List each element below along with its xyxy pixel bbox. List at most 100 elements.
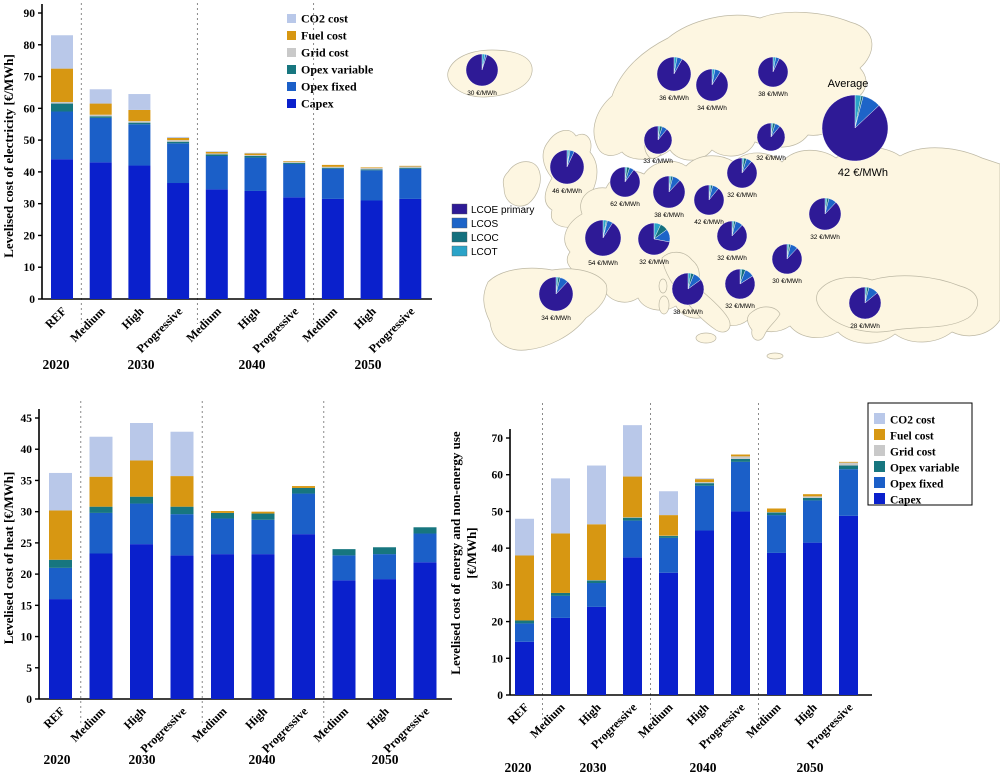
bar-segment-fuel xyxy=(587,524,606,581)
bar-segment-opex_fixed xyxy=(167,143,190,184)
chart-legend: CO2 cost Fuel cost Grid cost Opex variable O… xyxy=(867,402,973,507)
y-tick-label: 60 xyxy=(24,103,36,115)
land-greece xyxy=(747,306,781,341)
category-label: Medium xyxy=(67,304,108,345)
bar-segment-capex xyxy=(167,183,190,299)
bar-segment-opex_var xyxy=(551,592,570,596)
bar-segment-capex xyxy=(283,197,306,299)
category-label: Medium xyxy=(183,304,224,345)
bar-segment-opex_fixed xyxy=(89,117,112,163)
y-axis-title: Levelised cost of electricity [€/MWh] xyxy=(1,54,16,258)
pie-slice-lcoe_primary xyxy=(465,53,499,87)
legend-swatch-opex_var xyxy=(874,461,885,472)
legend-label-fuel: Fuel cost xyxy=(890,431,934,443)
bar-progressive-6 xyxy=(731,454,750,695)
bar-segment-fuel xyxy=(659,515,678,536)
pie-spain xyxy=(538,276,574,312)
legend-box xyxy=(867,402,973,506)
bar-segment-opex_fixed xyxy=(731,461,750,512)
bar-segment-co2 xyxy=(205,151,228,152)
pie-baltic xyxy=(756,122,786,152)
average-value-label: 42 €/MWh xyxy=(838,167,888,179)
pie-slice-lcoe_primary xyxy=(808,197,842,231)
y-tick-label: 40 xyxy=(21,444,33,456)
pie-slice-lcoe_primary xyxy=(637,222,670,256)
bar-segment-capex xyxy=(623,557,642,695)
map-legend-swatch-lcot xyxy=(451,245,468,257)
pie-value-label-ukraine: 32 €/MWh xyxy=(810,234,840,241)
bar-segment-fuel xyxy=(89,103,112,115)
bar-segment-co2 xyxy=(89,436,113,477)
bar-progressive-9 xyxy=(839,461,858,695)
y-axis-title-line2: [€/MWh] xyxy=(464,527,479,578)
bar-segment-co2 xyxy=(51,35,73,69)
bar-segment-opex_var xyxy=(332,549,356,556)
bar-high-8 xyxy=(803,494,822,695)
bar-segment-opex_var xyxy=(839,465,858,470)
pie-denmark xyxy=(643,125,673,155)
y-tick-label: 35 xyxy=(21,475,33,487)
bar-segment-capex xyxy=(211,554,234,699)
bar-segment-capex xyxy=(731,511,750,695)
bar-segment-fuel xyxy=(551,533,570,593)
legend-swatch-opex_fixed xyxy=(874,477,885,488)
year-label: 2050 xyxy=(797,760,824,775)
bar-segment-opex_fixed xyxy=(399,168,422,199)
bar-segment-grid xyxy=(51,101,73,104)
bar-segment-fuel xyxy=(623,476,642,518)
legend-label-capex: Capex xyxy=(890,495,922,507)
pie-ukraine xyxy=(808,197,842,231)
y-tick-label: 15 xyxy=(21,600,33,612)
bar-ref-0 xyxy=(51,35,73,299)
bar-segment-co2 xyxy=(89,89,112,104)
pie-value-label-turkey: 28 €/MWh xyxy=(850,323,880,330)
bar-segment-co2 xyxy=(515,518,534,556)
pie-poland xyxy=(726,157,758,189)
y-tick-label: 10 xyxy=(492,653,504,665)
year-label: 2020 xyxy=(43,357,70,372)
pie-finland xyxy=(757,56,789,88)
bar-segment-capex xyxy=(803,542,822,695)
bar-segment-fuel xyxy=(130,460,153,497)
pie-value-label-poland: 32 €/MWh xyxy=(727,192,757,199)
bar-medium-4 xyxy=(205,151,228,299)
map-legend-label-lcoe_primary: LCOE primary xyxy=(471,205,534,216)
pie-value-label-romania: 30 €/MWh xyxy=(772,278,802,285)
map-legend-label-lcos: LCOS xyxy=(471,219,499,230)
map-legend-swatch-lcoc xyxy=(451,231,468,243)
y-tick-label: 45 xyxy=(21,413,33,425)
bar-segment-capex xyxy=(360,200,383,299)
category-label: High xyxy=(364,704,392,732)
bar-segment-opex_var xyxy=(244,156,267,158)
bar-segment-opex_fixed xyxy=(251,519,275,555)
land-turkey xyxy=(816,275,978,333)
bar-segment-opex_var xyxy=(167,141,190,144)
bar-segment-opex_fixed xyxy=(283,163,306,198)
legend-label-capex: Capex xyxy=(301,97,334,111)
pie-value-label-uk: 46 €/MWh xyxy=(552,188,582,195)
bar-segment-co2 xyxy=(49,472,72,511)
y-tick-label: 50 xyxy=(24,135,36,147)
bar-progressive-3 xyxy=(623,425,642,695)
bar-segment-opex_fixed xyxy=(803,500,822,543)
pie-value-label-spain: 34 €/MWh xyxy=(541,315,571,322)
bar-segment-capex xyxy=(659,572,678,695)
bar-high-2 xyxy=(130,422,153,699)
y-tick-label: 70 xyxy=(24,72,36,84)
bar-segment-opex_fixed xyxy=(373,554,396,580)
category-label: Medium xyxy=(189,704,230,745)
bar-segment-capex xyxy=(413,562,437,699)
year-label: 2040 xyxy=(690,760,717,775)
bar-segment-capex xyxy=(49,599,72,699)
year-label: 2050 xyxy=(372,752,399,767)
pie-switzerland xyxy=(637,222,671,256)
bar-segment-opex_var xyxy=(130,496,153,504)
pie-value-label-benelux: 62 €/MWh xyxy=(610,201,640,208)
map-legend-label-lcoc: LCOC xyxy=(471,233,499,244)
bar-high-2 xyxy=(587,465,606,695)
bar-segment-capex xyxy=(51,159,73,299)
pie-hungary xyxy=(716,220,748,252)
y-tick-label: 0 xyxy=(497,690,503,702)
bar-segment-fuel xyxy=(515,555,534,621)
